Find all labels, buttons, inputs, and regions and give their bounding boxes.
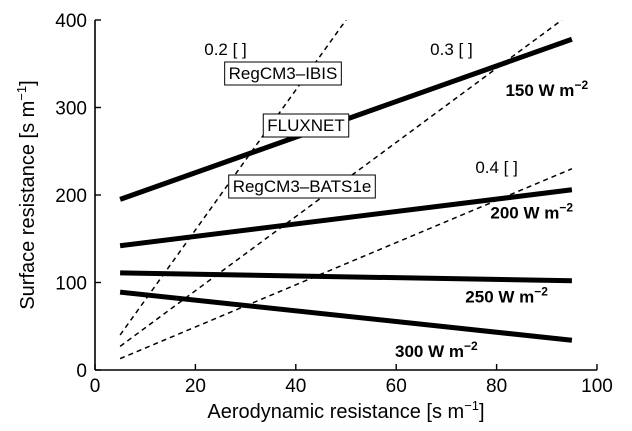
boxed-label-frame-3 [228, 174, 376, 199]
y-tick-label: 0 [76, 361, 87, 382]
solid-line-2 [119, 187, 573, 249]
boxed-label-3: RegCM3–BATS1e [233, 177, 372, 196]
x-tick-label: 80 [486, 376, 507, 397]
boxed-label-1: RegCM3–IBIS [229, 64, 338, 83]
y-tick-label: 300 [55, 99, 87, 120]
y-tick-label: 200 [55, 186, 87, 207]
y-axis-label: Surface resistance [s m−1] [14, 80, 39, 309]
solid-line-label-2: 200 W m−2 [490, 201, 573, 223]
boxed-label-2: FLUXNET [267, 116, 344, 135]
x-axis-label: Aerodynamic resistance [s m−1] [207, 398, 484, 423]
solid-line-label-1: 150 W m−2 [505, 78, 588, 100]
plot-area: 0 20 40 60 80 100 0 100 200 300 400 0.2 [ ] 0.3 [ ] 0… [55, 11, 613, 397]
dashed-line-label-2: 0.3 [ ] [430, 40, 473, 59]
solid-line-4 [119, 289, 573, 343]
x-tick-label: 20 [185, 376, 206, 397]
solid-line-label-4: 300 W m−2 [395, 339, 478, 361]
y-tick-label: 400 [55, 11, 87, 32]
boxed-label-frame-2 [262, 113, 350, 138]
x-tick-label: 0 [90, 376, 101, 397]
x-tick-label: 40 [285, 376, 306, 397]
boxed-label-frame-1 [224, 61, 342, 86]
solid-line-label-3: 250 W m−2 [465, 285, 548, 307]
x-tick-label: 60 [386, 376, 407, 397]
y-tick-label: 100 [55, 274, 87, 295]
dashed-line-label-3: 0.4 [ ] [475, 158, 518, 177]
dashed-line-label-1: 0.2 [ ] [204, 40, 247, 59]
solid-line-3 [120, 270, 572, 284]
x-tick-label: 100 [581, 376, 613, 397]
